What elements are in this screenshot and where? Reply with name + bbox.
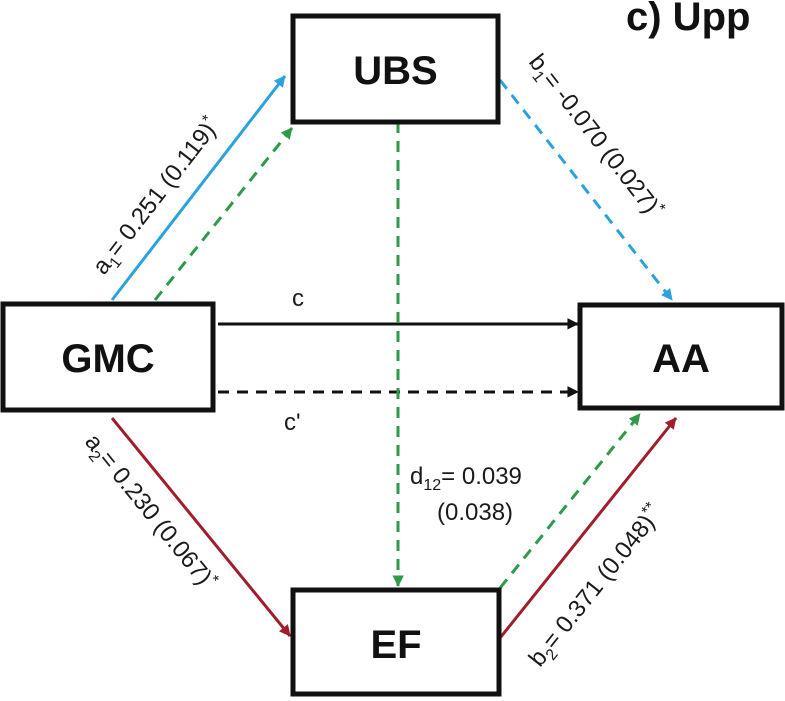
path-b2-arrow (498, 417, 678, 639)
label-a2-value: = 0.230 (0.067) (93, 446, 217, 590)
node-ubs: UBS (290, 13, 501, 125)
label-a1: a1= 0.251 (0.119)* (87, 112, 229, 282)
label-d12-symbol: d (410, 463, 423, 490)
label-d12-subscript: 12 (423, 477, 441, 494)
node-ef-label: EF (370, 623, 421, 667)
node-gmc-label: GMC (61, 337, 154, 381)
label-c: c (292, 285, 304, 312)
node-ef: EF (290, 587, 502, 697)
path-a2-arrow (110, 417, 292, 637)
label-d12-se: (0.038) (437, 499, 513, 526)
node-aa-box (577, 302, 785, 411)
label-b1-value: = -0.070 (0.027) (537, 67, 664, 219)
path-a1-arrow (110, 75, 287, 301)
node-ubs-box (290, 13, 501, 125)
label-d12: d12= 0.039 (410, 463, 522, 494)
node-aa: AA (577, 302, 785, 411)
label-b2: b2= 0.371 (0.048)** (523, 499, 671, 674)
path-b1-arrow (498, 79, 674, 301)
node-gmc: GMC (0, 301, 216, 413)
panel-title: c) Upp (626, 0, 750, 39)
node-ubs-label: UBS (353, 49, 437, 93)
label-a2: a2= 0.230 (0.067)* (76, 428, 222, 597)
label-b1: b1= -0.070 (0.027)* (520, 48, 668, 225)
label-d12-value: = 0.039 (441, 463, 522, 490)
node-gmc-box (0, 301, 216, 413)
node-ef-box (290, 587, 502, 697)
node-aa-label: AA (652, 337, 710, 381)
label-b2-value: = 0.371 (0.048) (537, 510, 660, 655)
label-c-prime: c' (284, 409, 301, 436)
